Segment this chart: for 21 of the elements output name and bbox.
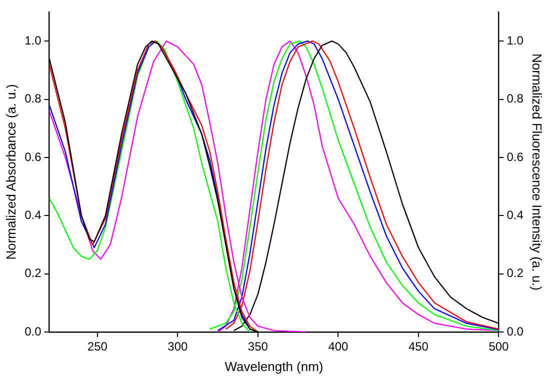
x-tick-label: 450 (408, 340, 429, 354)
y-tick-label: 0.4 (24, 208, 42, 222)
x-tick-label: 250 (87, 340, 108, 354)
x-axis-title: Wavelength (nm) (224, 358, 324, 374)
x-tick-label: 400 (328, 340, 349, 354)
y-tick-label: 1.0 (24, 33, 42, 48)
y-tick-label: 0.2 (24, 266, 42, 280)
y2-tick-label: 0.8 (506, 92, 524, 106)
y-tick-label: 0.0 (24, 324, 42, 338)
y2-tick-label: 0.4 (506, 208, 524, 222)
x-tick-label: 350 (248, 340, 268, 354)
y2-tick-label: 0.0 (506, 324, 524, 338)
y2-tick-label: 0.2 (506, 266, 524, 280)
y2-axis-title: Normalized Fluorescence Intensity (a. u.) (530, 54, 545, 290)
y-tick-label: 0.6 (24, 150, 42, 164)
y-axis-title: Normalized Absorbance (a. u.) (3, 84, 18, 260)
y2-tick-label: 0.6 (506, 150, 524, 164)
x-tick-label: 300 (168, 340, 188, 354)
y2-tick-label: 1.0 (506, 33, 524, 48)
x-tick-label: 500 (488, 340, 510, 354)
y-tick-label: 0.8 (24, 92, 42, 106)
